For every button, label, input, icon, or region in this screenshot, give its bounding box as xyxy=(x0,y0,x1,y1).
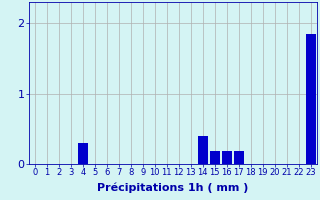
Bar xyxy=(306,34,316,164)
Bar xyxy=(198,136,208,164)
X-axis label: Précipitations 1h ( mm ): Précipitations 1h ( mm ) xyxy=(97,183,249,193)
Bar xyxy=(234,151,244,164)
Bar xyxy=(222,151,232,164)
Bar xyxy=(210,151,220,164)
Bar xyxy=(78,143,88,164)
